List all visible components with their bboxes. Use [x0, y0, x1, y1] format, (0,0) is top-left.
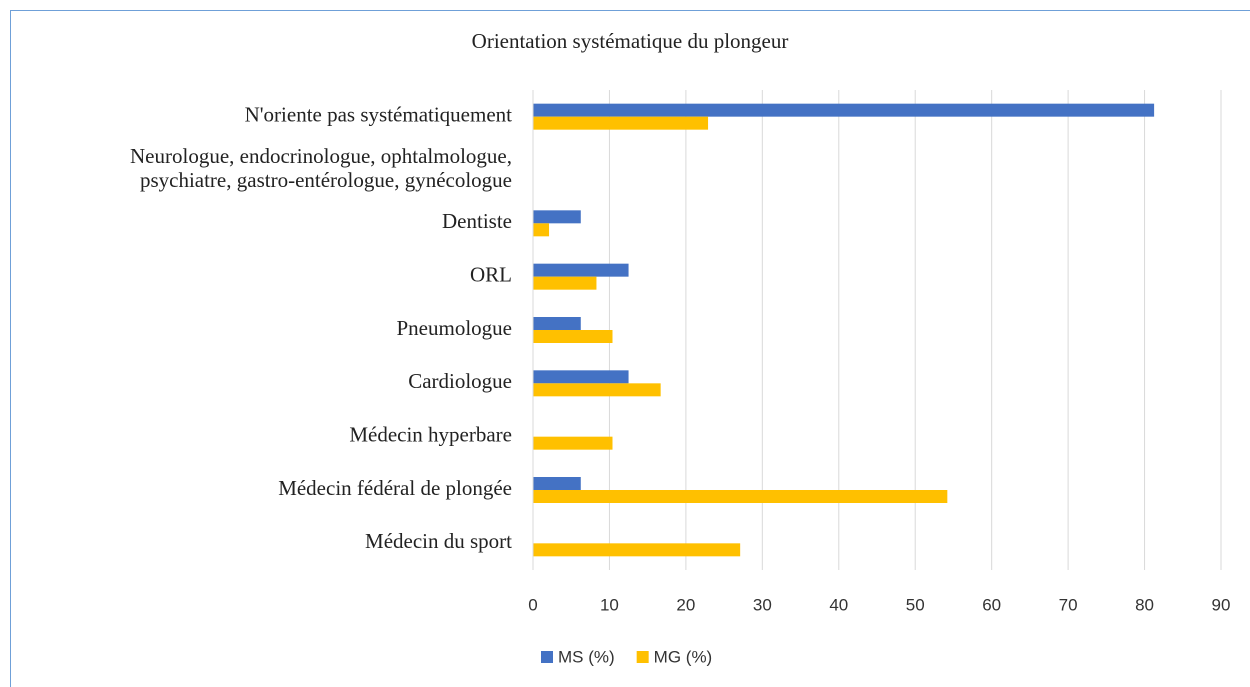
- y-tick-label: Dentiste: [442, 209, 512, 233]
- bar: [533, 276, 597, 290]
- bar: [533, 370, 629, 384]
- bar: [533, 383, 661, 397]
- chart-title: Orientation systématique du plongeur: [472, 29, 789, 53]
- y-tick-label: Médecin du sport: [365, 529, 512, 553]
- bar: [533, 223, 550, 237]
- legend-label: MG (%): [654, 647, 713, 666]
- bar: [533, 543, 741, 557]
- x-tick-label: 70: [1059, 595, 1078, 614]
- x-tick-label: 20: [676, 595, 695, 614]
- x-tick-label: 0: [528, 595, 537, 614]
- bar: [533, 330, 613, 343]
- x-tick-label: 10: [600, 595, 619, 614]
- bar: [533, 116, 709, 130]
- x-tick-label: 30: [753, 595, 772, 614]
- bar: [533, 210, 581, 224]
- legend-swatch: [541, 651, 553, 663]
- x-tick-label: 90: [1212, 595, 1231, 614]
- legend-label: MS (%): [558, 647, 615, 666]
- bar: [533, 436, 613, 450]
- x-tick-label: 80: [1135, 595, 1154, 614]
- y-tick-label: ORL: [470, 262, 512, 286]
- bar: [533, 490, 948, 503]
- legend-swatch: [636, 651, 649, 663]
- bar: [533, 317, 581, 330]
- x-tick-label: 50: [906, 595, 925, 614]
- x-tick-label: 60: [982, 595, 1001, 614]
- bar: [533, 263, 629, 277]
- y-tick-label: Neurologue, endocrinologue, ophtalmologu…: [130, 144, 512, 192]
- bar: [533, 477, 581, 490]
- y-tick-label: Médecin fédéral de plongée: [278, 476, 512, 500]
- y-tick-label: Médecin hyperbare: [349, 422, 512, 446]
- y-tick-label: Cardiologue: [408, 369, 512, 393]
- x-tick-label: 40: [829, 595, 848, 614]
- y-tick-label: Pneumologue: [397, 316, 513, 340]
- bar: [533, 103, 1155, 117]
- y-tick-label: N'oriente pas systématiquement: [245, 102, 513, 126]
